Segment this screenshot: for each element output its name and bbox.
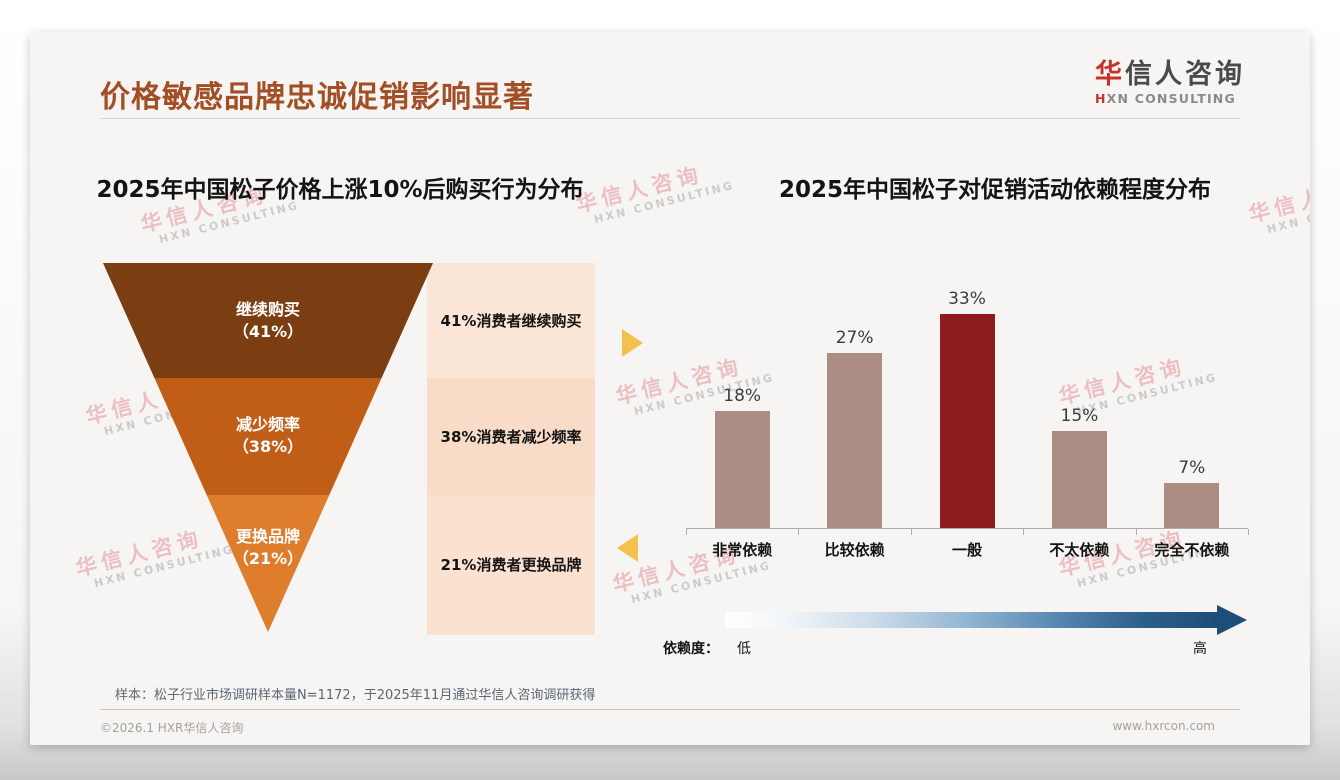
x-axis-line bbox=[686, 528, 1248, 529]
footer-divider bbox=[100, 709, 1240, 710]
bar-category-label: 非常依赖 bbox=[712, 541, 773, 559]
funnel-annotation-row: 21%消费者更换品牌 bbox=[427, 495, 595, 635]
bar-chart-title: 2025年中国松子对促销活动依赖程度分布 bbox=[778, 177, 1211, 203]
bar-value-label: 33% bbox=[948, 288, 986, 309]
bar bbox=[827, 352, 883, 528]
title-divider bbox=[100, 118, 1240, 119]
bar-value-label: 7% bbox=[1178, 457, 1206, 478]
slide-card: 华信人咨询 HXN CONSULTING 华信人咨询 HXN CONSULTING 华信… bbox=[30, 32, 1310, 745]
funnel-segment-1-label: 继续购买 （41%） bbox=[232, 300, 304, 341]
copyright-text: ©2026.1 HXR华信人咨询 bbox=[100, 721, 244, 735]
bar-cell: 15% bbox=[1023, 282, 1135, 528]
funnel-segment-3-label: 更换品牌 （21%） bbox=[232, 527, 304, 568]
gradient-arrow-shaft bbox=[725, 612, 1217, 628]
funnel-annotation-row: 38%消费者减少频率 bbox=[427, 378, 595, 495]
bar-category-label: 不太依赖 bbox=[1049, 541, 1110, 559]
bar-cell: 7% bbox=[1136, 282, 1248, 528]
bar-cell: 18% bbox=[686, 282, 798, 528]
funnel-annotation-row: 41%消费者继续购买 bbox=[427, 263, 595, 378]
axis-tick bbox=[1135, 529, 1137, 535]
page-title: 价格敏感品牌忠诚促销影响显著 bbox=[100, 80, 534, 115]
company-logo: 华信人咨询 HXN CONSULTING bbox=[1095, 59, 1245, 107]
bar bbox=[939, 313, 995, 528]
funnel-annotation-panel: 41%消费者继续购买 38%消费者减少频率 21%消费者更换品牌 bbox=[427, 263, 595, 635]
bar-cell: 33% bbox=[911, 282, 1023, 528]
bar-value-label: 18% bbox=[723, 386, 762, 406]
bar-category-label: 完全不依赖 bbox=[1154, 541, 1230, 559]
funnel-segment-1 bbox=[103, 263, 433, 378]
axis-tick bbox=[1023, 529, 1025, 535]
bar bbox=[714, 411, 770, 528]
bar bbox=[1164, 482, 1220, 528]
dependency-gradient-arrow bbox=[725, 605, 1247, 635]
dependency-label: 依赖度： bbox=[663, 641, 719, 657]
logo-en-text: HXN CONSULTING bbox=[1095, 91, 1236, 106]
bar-category-label: 一般 bbox=[952, 541, 983, 559]
bar-value-label: 15% bbox=[1060, 405, 1099, 426]
sample-note: 样本：松子行业市场调研样本量N=1172，于2025年11月通过华信人咨询调研获… bbox=[115, 688, 596, 703]
axis-tick bbox=[798, 529, 800, 535]
right-triangle-icon bbox=[622, 329, 643, 357]
bar-value-label: 27% bbox=[835, 327, 874, 348]
dependency-high-label: 高 bbox=[1193, 641, 1207, 657]
left-triangle-icon bbox=[617, 534, 638, 562]
axis-tick bbox=[1248, 529, 1249, 535]
funnel-chart-title: 2025年中国松子价格上涨10%后购买行为分布 bbox=[96, 177, 584, 203]
funnel-segment-2-label: 减少频率 （38%） bbox=[232, 415, 304, 456]
bar-chart-bars: 18% 27% 33% 15% 7% bbox=[686, 282, 1248, 528]
dependency-low-label: 低 bbox=[737, 641, 751, 657]
gradient-arrow-head-icon bbox=[1217, 605, 1247, 635]
axis-tick bbox=[910, 529, 912, 535]
bar bbox=[1051, 430, 1107, 528]
axis-tick bbox=[686, 529, 687, 535]
bar-cell: 27% bbox=[798, 282, 910, 528]
logo-cn-text: 华信人咨询 bbox=[1095, 59, 1245, 90]
funnel-chart: 继续购买 （41%） 减少频率 （38%） 更换品牌 （21%） bbox=[103, 263, 433, 632]
bar-chart-categories: 非常依赖 比较依赖 一般 不太依赖 完全不依赖 bbox=[686, 539, 1248, 560]
website-url: www.hxrcon.com bbox=[1112, 719, 1215, 733]
bar-category-label: 比较依赖 bbox=[824, 541, 885, 559]
